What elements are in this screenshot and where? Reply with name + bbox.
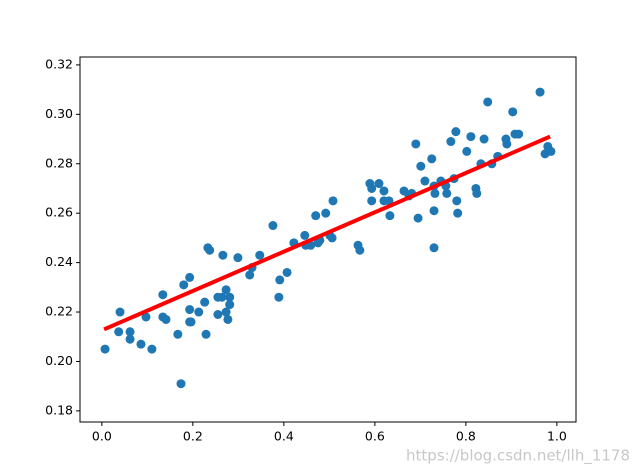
scatter-point xyxy=(452,196,462,206)
scatter-point xyxy=(275,275,285,285)
scatter-point xyxy=(125,334,135,344)
scatter-point xyxy=(430,188,440,198)
scatter-point xyxy=(446,137,456,147)
scatter-point xyxy=(453,208,463,218)
scatter-point xyxy=(385,211,395,221)
scatter-point xyxy=(502,139,512,149)
scatter-point xyxy=(429,206,439,216)
scatter-point xyxy=(427,154,437,164)
scatter-point xyxy=(268,221,278,231)
scatter-point xyxy=(429,243,439,253)
scatter-point xyxy=(546,146,556,156)
scatter-point xyxy=(255,250,265,260)
scatter-point xyxy=(367,183,377,193)
scatter-point xyxy=(100,344,110,354)
y-tick-label: 0.30 xyxy=(45,106,73,121)
x-tick-label: 0.4 xyxy=(274,429,294,444)
fit-line xyxy=(103,134,551,332)
scatter-point xyxy=(115,307,125,317)
y-tick-label: 0.20 xyxy=(45,353,73,368)
plot-frame xyxy=(79,56,577,423)
scatter-point xyxy=(218,250,228,260)
x-tick-label: 0.8 xyxy=(456,429,476,444)
scatter-point xyxy=(483,97,493,107)
scatter-point xyxy=(217,292,227,302)
scatter-point xyxy=(462,146,472,156)
y-tick-label: 0.32 xyxy=(45,56,73,71)
scatter-point xyxy=(161,314,171,324)
scatter-point xyxy=(420,176,430,186)
scatter-point xyxy=(311,211,321,221)
scatter-point xyxy=(221,307,231,317)
scatter-point xyxy=(300,230,310,240)
scatter-point xyxy=(321,208,331,218)
scatter-point xyxy=(451,127,461,137)
watermark: https://blog.csdn.net/llh_1178 xyxy=(406,447,630,466)
scatter-point xyxy=(223,314,233,324)
y-tick-label: 0.26 xyxy=(45,205,73,220)
scatter-point xyxy=(186,317,196,327)
scatter-point xyxy=(535,87,545,97)
scatter-point xyxy=(200,297,210,307)
scatter-point xyxy=(327,233,337,243)
scatter-point xyxy=(114,327,124,337)
scatter-point xyxy=(173,329,183,339)
scatter-point xyxy=(225,292,235,302)
scatter-point xyxy=(274,292,284,302)
x-tick-label: 0.6 xyxy=(365,429,385,444)
scatter-point xyxy=(416,161,426,171)
scatter-point xyxy=(411,139,421,149)
scatter-point xyxy=(194,307,204,317)
x-tick-label: 1.0 xyxy=(547,429,567,444)
scatter-point xyxy=(379,186,389,196)
y-tick-label: 0.22 xyxy=(45,304,73,319)
scatter-point xyxy=(413,213,423,223)
scatter-point xyxy=(141,312,151,322)
y-tick-label: 0.18 xyxy=(45,402,73,417)
scatter-point xyxy=(367,196,377,206)
y-tick-label: 0.24 xyxy=(45,254,73,269)
scatter-point xyxy=(205,245,215,255)
x-tick-label: 0.2 xyxy=(183,429,203,444)
scatter-point xyxy=(225,300,235,310)
scatter-point xyxy=(147,344,157,354)
scatter-point xyxy=(479,134,489,144)
scatter-point xyxy=(176,379,186,389)
scatter-point xyxy=(374,179,384,189)
scatter-point xyxy=(245,270,255,280)
scatter-point xyxy=(179,280,189,290)
y-tick-label: 0.28 xyxy=(45,155,73,170)
scatter-point xyxy=(185,305,195,315)
scatter-point xyxy=(201,329,211,339)
scatter-point xyxy=(282,267,292,277)
scatter-point xyxy=(355,245,365,255)
scatter-point xyxy=(221,285,231,295)
scatter-point xyxy=(233,253,243,263)
scatter-point xyxy=(514,129,524,139)
scatter-point xyxy=(125,327,135,337)
scatter-point xyxy=(136,339,146,349)
scatter-point xyxy=(472,188,482,198)
scatter-point xyxy=(466,132,476,142)
scatter-point xyxy=(185,272,195,282)
scatter-point xyxy=(158,290,168,300)
scatter-point xyxy=(328,196,338,206)
x-tick-label: 0.0 xyxy=(92,429,112,444)
scatter-point xyxy=(508,107,518,117)
scatter-point xyxy=(442,188,452,198)
scatter-point xyxy=(213,310,223,320)
